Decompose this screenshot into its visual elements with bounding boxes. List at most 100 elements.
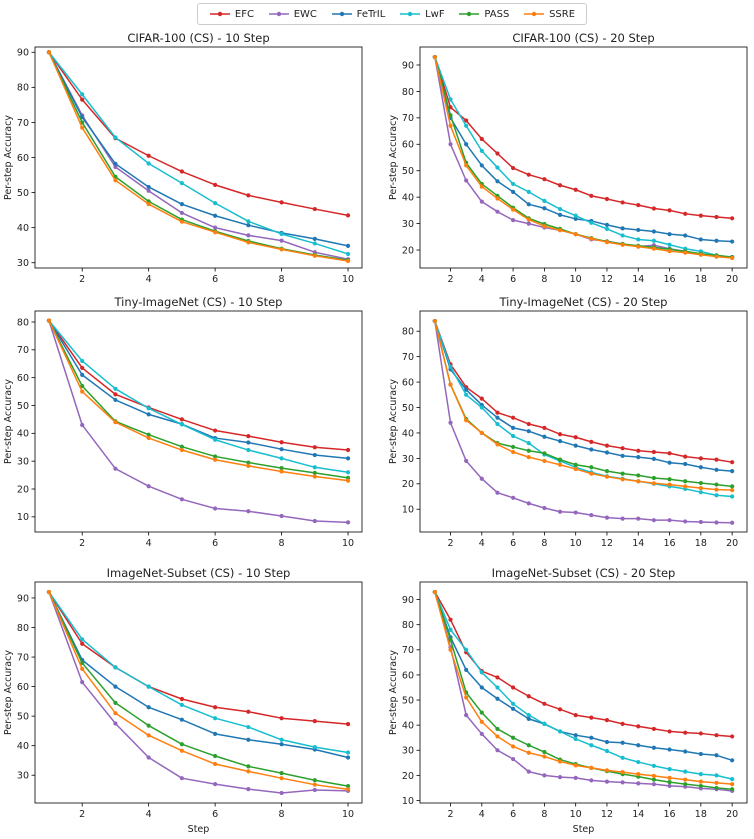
data-point: [495, 421, 500, 427]
data-point: [698, 751, 703, 757]
data-point: [495, 675, 500, 680]
data-point: [636, 516, 641, 521]
data-point: [651, 777, 657, 782]
series-line-ssre: [48, 320, 349, 482]
data-point: [80, 358, 85, 364]
data-point: [683, 777, 688, 782]
data-point: [213, 731, 218, 736]
y-tick-label: 60: [402, 670, 414, 681]
data-point: [479, 199, 484, 204]
legend-label: LwF: [425, 8, 445, 20]
data-point: [179, 776, 184, 781]
data-point: [464, 163, 469, 168]
data-point: [345, 750, 351, 755]
data-point: [464, 695, 469, 700]
data-point: [620, 471, 625, 476]
data-point: [46, 318, 52, 323]
data-point: [526, 501, 531, 506]
data-point: [542, 721, 547, 726]
data-point: [479, 396, 484, 401]
data-point: [573, 466, 578, 472]
series-ssre: [432, 318, 735, 493]
legend-entry-efc: EFC: [209, 9, 254, 20]
x-tick-label: 4: [479, 809, 485, 820]
data-point: [557, 759, 563, 764]
x-tick-label: 12: [601, 809, 613, 820]
data-point: [573, 232, 578, 237]
y-axis-label: Per-step Accuracy: [388, 379, 399, 464]
data-point: [464, 118, 469, 123]
data-point: [698, 252, 703, 257]
chart-5: ImageNet-Subset (CS) - 10 Step Per-step A…: [3, 566, 363, 835]
data-point: [589, 193, 594, 198]
data-point: [714, 238, 719, 243]
x-tick-label: 10: [570, 809, 582, 820]
data-point: [246, 787, 251, 792]
x-axis-label: Step: [573, 824, 595, 835]
y-tick-label: 60: [17, 373, 29, 384]
data-point: [312, 719, 317, 724]
x-tick-label: 14: [632, 274, 644, 285]
data-point: [495, 151, 500, 156]
data-point: [651, 229, 657, 234]
data-point: [651, 246, 657, 251]
data-point: [542, 198, 547, 203]
data-point: [667, 248, 672, 254]
x-tick-label: 6: [510, 538, 516, 549]
data-point: [636, 473, 641, 478]
data-point: [80, 660, 85, 666]
data-point: [667, 482, 672, 487]
data-point: [448, 113, 453, 118]
data-point: [714, 733, 719, 738]
data-point: [479, 476, 484, 481]
data-point: [179, 696, 184, 702]
data-point: [432, 54, 437, 60]
data-point: [620, 780, 625, 785]
data-point: [510, 701, 516, 706]
data-point: [604, 779, 610, 784]
data-point: [589, 743, 594, 748]
series-line-ssre: [48, 51, 349, 262]
data-point: [80, 641, 85, 646]
data-point: [667, 766, 672, 772]
series-line-lwf: [48, 591, 349, 754]
data-point: [510, 735, 516, 740]
data-point: [620, 453, 625, 458]
data-point: [80, 97, 85, 102]
y-tick-label: 40: [17, 741, 29, 752]
data-point: [448, 627, 453, 632]
x-tick-label: 8: [279, 274, 285, 285]
data-point: [730, 460, 735, 465]
series-line-ssre: [48, 591, 349, 791]
data-point: [179, 417, 184, 422]
data-point: [179, 447, 184, 453]
data-point: [604, 768, 610, 773]
data-point: [179, 181, 184, 186]
x-tick-label: 10: [342, 274, 354, 285]
data-point: [246, 737, 251, 742]
data-point: [730, 782, 735, 787]
data-point: [213, 437, 218, 442]
data-point: [557, 457, 563, 462]
series-ewc: [432, 589, 735, 794]
data-point: [246, 219, 251, 224]
data-point: [698, 486, 703, 491]
legend-entry-lwf: LwF: [399, 9, 445, 20]
y-tick-label: 50: [17, 401, 29, 412]
series-line-fetril: [48, 591, 349, 759]
data-point: [448, 123, 453, 128]
data-point: [651, 773, 657, 778]
data-point: [620, 721, 625, 726]
data-point: [651, 206, 657, 211]
y-tick-label: 10: [402, 796, 414, 807]
data-point: [432, 589, 437, 595]
data-point: [542, 773, 547, 778]
x-tick-label: 6: [510, 274, 516, 285]
data-point: [526, 716, 531, 721]
data-point: [557, 707, 563, 712]
data-point: [573, 510, 578, 515]
data-point: [146, 412, 151, 417]
data-point: [464, 418, 469, 423]
x-tick-label: 2: [447, 274, 453, 285]
